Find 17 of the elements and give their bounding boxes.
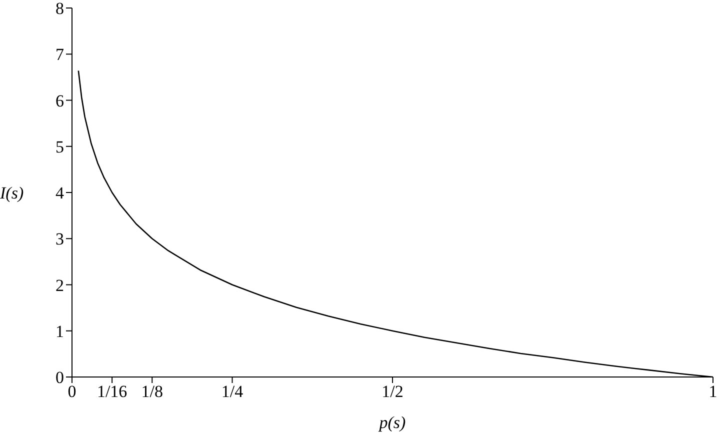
x-tick-label: 0: [68, 382, 76, 402]
y-axis-title: I(s): [0, 184, 24, 203]
x-axis-title: p(s): [378, 413, 406, 432]
y-tick-label: 0: [56, 368, 64, 388]
y-tick-label: 1: [56, 322, 64, 341]
y-tick-label: 8: [56, 0, 64, 18]
x-tick-label: 1/2: [382, 382, 404, 402]
x-tick-label: 1/8: [141, 382, 163, 402]
y-tick-label: 6: [56, 91, 64, 110]
y-tick-label: 3: [56, 230, 64, 249]
x-tick-label: 1/4: [221, 382, 244, 402]
x-tick-label: 1/16: [96, 382, 128, 402]
y-tick-label: 4: [56, 184, 64, 203]
y-tick-label: 2: [56, 276, 64, 295]
y-tick-label: 7: [56, 45, 64, 64]
x-tick-label: 1: [708, 382, 718, 402]
y-tick-label: 5: [56, 137, 64, 156]
